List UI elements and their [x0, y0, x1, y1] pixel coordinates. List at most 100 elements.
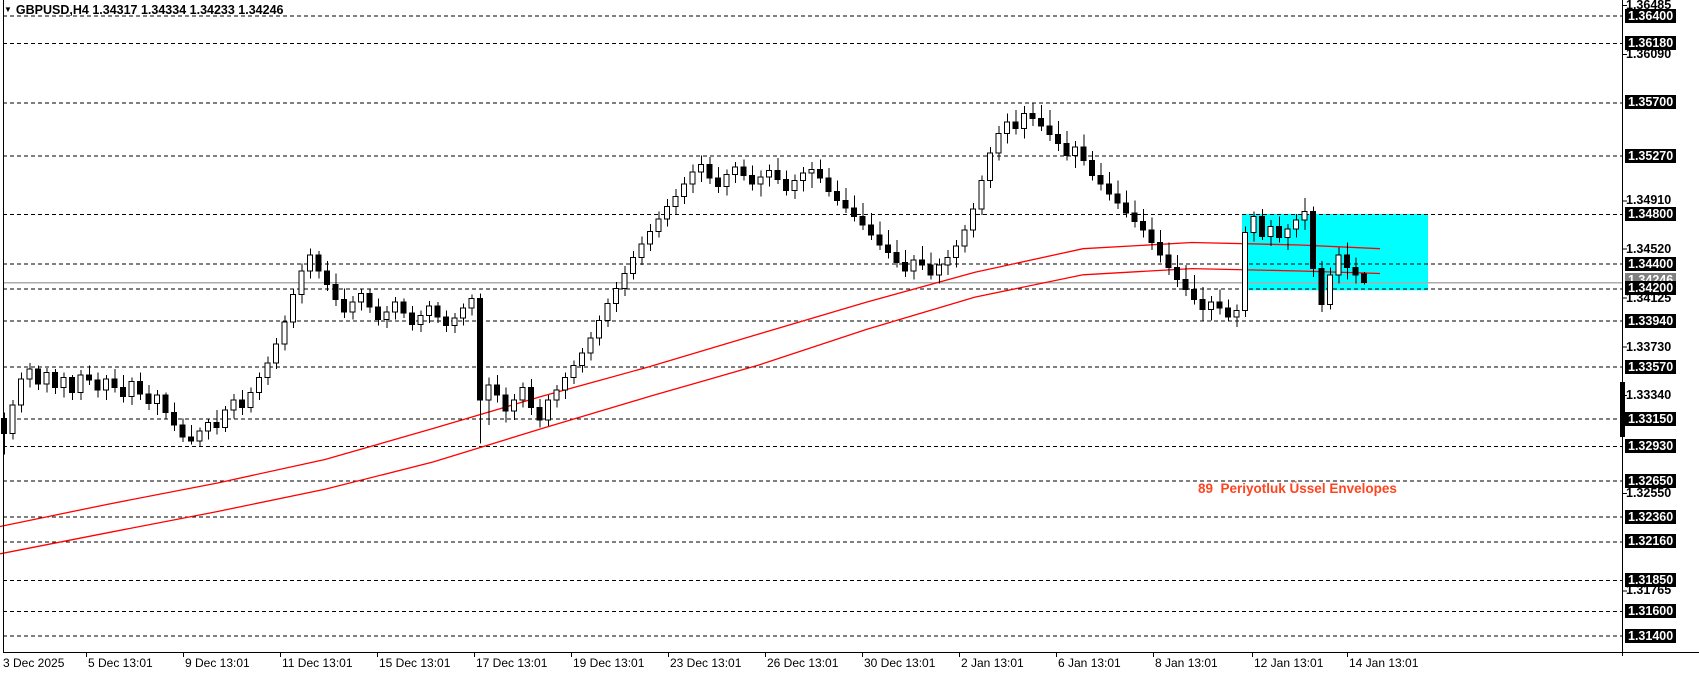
candle-body: [1080, 146, 1087, 162]
candle-body: [1267, 225, 1274, 237]
price-level-label: 1.36180: [1625, 35, 1677, 50]
candle-body: [791, 180, 798, 191]
candle: [1029, 102, 1036, 126]
candle-body: [689, 171, 696, 185]
candle-body: [978, 180, 985, 210]
candle-body: [451, 317, 458, 327]
indicator-annotation[interactable]: 89 Periyotluk Üssel Envelopes: [1198, 481, 1397, 496]
candle-body: [511, 399, 517, 412]
candle: [1012, 109, 1019, 135]
candle: [1293, 214, 1299, 238]
candle: [1267, 220, 1274, 247]
candle-body: [1012, 121, 1019, 129]
candle-body: [613, 287, 619, 304]
candle: [1080, 134, 1087, 166]
candle: [842, 187, 849, 213]
candle: [502, 387, 509, 423]
candle: [307, 248, 313, 279]
candle-body: [60, 377, 67, 389]
candle: [375, 298, 381, 326]
candle-body: [1114, 193, 1121, 204]
price-axis-label: 1.34520: [1626, 241, 1672, 256]
candle: [978, 175, 985, 216]
candle: [570, 360, 577, 384]
candle-body: [655, 218, 662, 232]
date-label: 15 Dec 13:01: [379, 656, 451, 670]
candle: [740, 159, 747, 181]
candle: [698, 155, 704, 182]
candle-body: [604, 302, 611, 322]
price-level-label: 1.33570: [1625, 359, 1677, 374]
candle: [1335, 247, 1342, 284]
candle: [52, 369, 58, 394]
candle: [1123, 190, 1129, 218]
price-axis-label: 1.31765: [1626, 583, 1672, 598]
candle-body: [1046, 125, 1053, 136]
candle-body: [1063, 142, 1070, 157]
candle-body: [1182, 279, 1189, 291]
candle-body: [587, 337, 594, 354]
price-level-label: 1.32930: [1625, 438, 1677, 453]
candle-body: [400, 301, 407, 314]
candle-body: [1361, 273, 1367, 284]
candle-body: [970, 208, 976, 231]
candle: [26, 362, 33, 388]
candle-body: [409, 312, 415, 325]
candle-body: [417, 315, 424, 325]
candle-body: [1216, 301, 1223, 309]
chart-title-text: GBPUSD,H4 1.34317 1.34334 1.34233 1.3424…: [15, 3, 284, 17]
candle-body: [86, 374, 92, 381]
candle-body: [570, 364, 577, 379]
candle: [43, 367, 50, 393]
candle: [86, 365, 92, 386]
date-label: 12 Jan 13:01: [1254, 656, 1324, 670]
candle: [213, 409, 220, 435]
candle: [902, 249, 908, 278]
candle-body: [638, 243, 645, 258]
candle-body: [324, 270, 330, 286]
price-level-label: 1.32360: [1625, 509, 1677, 524]
candle-body: [596, 320, 602, 339]
candle-body: [154, 394, 160, 405]
candle: [426, 300, 432, 324]
candle: [1106, 171, 1112, 201]
candle-body: [757, 176, 764, 185]
candle: [1055, 121, 1061, 151]
candle: [1310, 206, 1316, 278]
candle: [604, 298, 611, 327]
candle-body: [766, 170, 772, 178]
candle-body: [1301, 211, 1308, 221]
candle-body: [1259, 215, 1265, 237]
candle-body: [43, 372, 50, 385]
chart-menu-icon[interactable]: ▼: [4, 5, 12, 14]
candle-body: [426, 305, 432, 317]
candle-body: [171, 411, 177, 426]
candle: [834, 180, 840, 206]
candle: [511, 393, 517, 420]
candle-body: [137, 380, 143, 395]
candle-body: [443, 316, 449, 327]
candle: [196, 427, 203, 446]
price-level-label: 1.35700: [1625, 95, 1677, 110]
candle: [1242, 226, 1248, 317]
candle-body: [315, 254, 322, 272]
candle: [443, 310, 449, 332]
candle-body: [706, 163, 713, 179]
candle-body: [18, 378, 24, 406]
candle: [876, 221, 883, 250]
highlight-box[interactable]: [1242, 214, 1428, 291]
candle-body: [383, 311, 390, 320]
candle-body: [621, 273, 628, 289]
candle: [774, 158, 781, 185]
price-level-label: 1.34400: [1625, 256, 1677, 271]
candle-body: [1199, 299, 1206, 310]
candle: [383, 305, 390, 329]
candle-body: [111, 378, 118, 389]
candle: [910, 254, 917, 280]
candle-body: [1123, 202, 1129, 214]
candle-body: [1233, 310, 1240, 318]
chart-title: ▼ GBPUSD,H4 1.34317 1.34334 1.34233 1.34…: [4, 3, 283, 17]
candle: [171, 402, 177, 431]
candle: [35, 365, 41, 391]
